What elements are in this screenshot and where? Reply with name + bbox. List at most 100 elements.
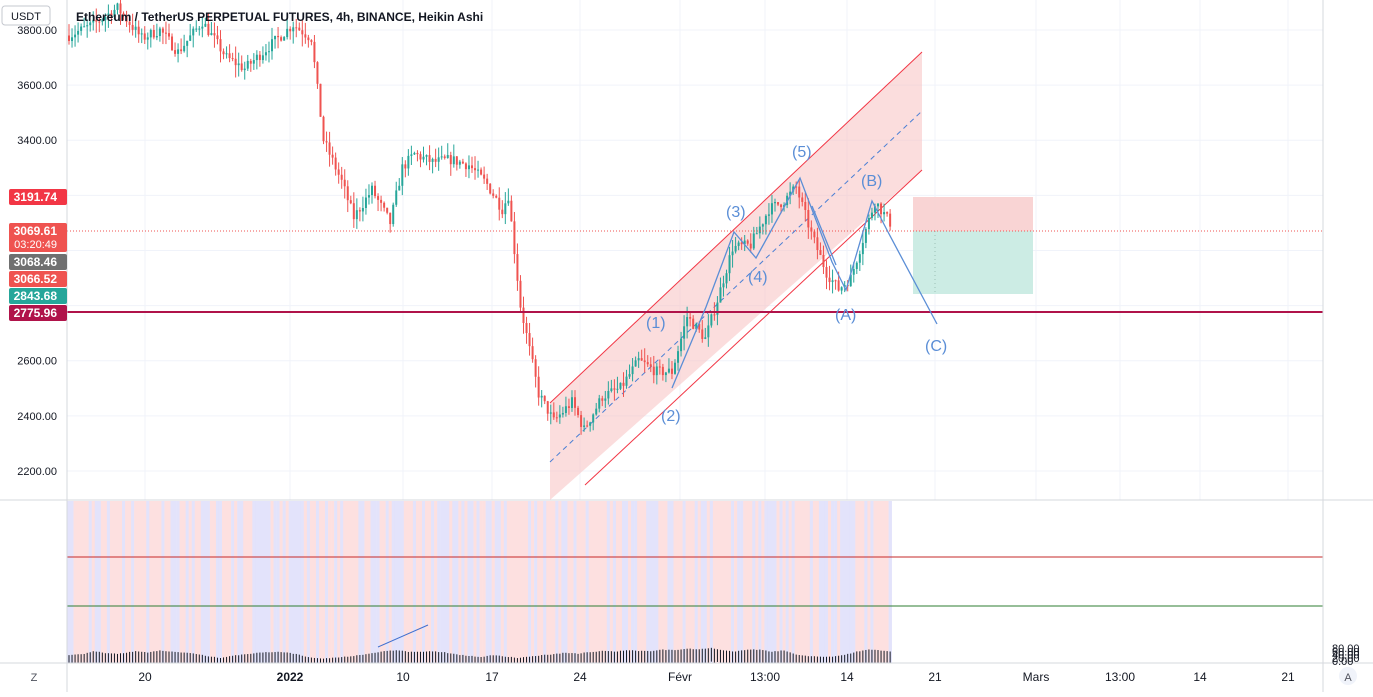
rsi-bg-stripe [373,501,377,663]
rsi-bg-stripe [679,501,683,663]
channel-mid-line[interactable] [549,110,923,463]
rsi-bg-stripe [567,501,571,663]
price-tick-label: 2600.00 [17,356,57,368]
candle-body [613,388,616,390]
candle-body [371,185,373,196]
candle-body [310,40,313,42]
rsi-bg-stripe [861,501,865,663]
zoom-left-button[interactable]: Z [31,672,38,684]
auto-scale-button[interactable]: A [1344,672,1352,684]
candle-body [249,60,252,64]
rsi-bg-stripe [843,501,847,663]
candle-body [334,157,337,170]
time-axis[interactable]: 20 2022 10 17 24 Févr 13:00 14 21 Mars 13:00 14 21 [138,670,1295,684]
candle-body [670,368,673,374]
rsi-bg-stripe [446,501,450,663]
target-zone[interactable] [913,231,1033,294]
candle-body [313,41,316,63]
candle-body [622,382,625,386]
rsi-bg-stripe [167,501,171,663]
wave-label-a[interactable]: (A) [835,307,856,324]
candle-body [804,201,807,210]
currency-button[interactable] [1,5,51,26]
rsi-bg-stripe [658,501,662,663]
rsi-bg-stripe [855,501,859,663]
rsi-bg-stripe [561,501,565,663]
candle-body [792,186,795,192]
rsi-bg-stripe [170,501,174,663]
elliott-wave-path[interactable] [671,176,938,389]
rsi-bg-stripe [391,501,396,663]
candle-body [331,154,334,158]
price-tick-label: 3600.00 [17,80,57,92]
candle-body [498,197,501,210]
candle-body [834,280,837,282]
price-channel[interactable] [550,52,922,500]
price-badge-value: 2775.96 [14,306,58,320]
candle-body [628,374,631,377]
candle-body [455,156,458,165]
rsi-bg-stripe [67,501,71,663]
wave-label-3[interactable]: (3) [726,204,746,221]
candle-body [361,207,364,212]
candle-body [640,358,643,361]
candle-body [189,35,192,41]
rsi-bg-stripe [215,501,220,663]
candle-body [637,358,640,361]
rsi-bg-stripe [100,501,105,663]
candle-body [267,51,270,53]
rsi-tick-label: 60.00 [1332,646,1360,658]
candle-body [289,28,292,32]
price-axis[interactable]: 3800.00 3600.00 3400.00 2600.00 2400.00 2200.… [17,25,57,478]
candle-body [746,240,749,244]
auto-scale-button-bg[interactable] [1339,667,1357,685]
candle-body [822,254,825,268]
rsi-bg-stripe [540,501,544,663]
candle-body [634,360,637,367]
rsi-bg-stripe [782,501,786,663]
wave-label-c[interactable]: (C) [925,338,947,355]
candle-body [155,36,158,38]
candle-body [128,21,131,25]
wave-projection-line[interactable] [811,205,837,266]
wave-label-b[interactable]: (B) [861,173,882,190]
wave-label-5[interactable]: (5) [792,144,812,161]
candle-body [461,161,464,164]
candle-body [710,314,713,326]
candle-body [828,277,831,283]
channel-upper-line[interactable] [549,51,923,404]
rsi-bg-stripe [379,501,383,663]
rsi-bg-stripe [209,501,214,663]
rsi-bg-stripe [794,501,799,663]
wave-label-2[interactable]: (2) [661,408,681,425]
rsi-trend-line[interactable] [377,624,429,648]
candle-body [567,406,570,408]
rsi-bg-stripe [661,501,665,663]
candle-body [422,156,425,160]
rsi-bg-stripe [885,501,889,663]
candle-body [134,26,137,30]
candle-body [707,325,710,338]
rsi-bg-stripe [521,501,526,663]
wave-label-4[interactable]: (4) [748,269,768,286]
candle-body [352,203,355,220]
rsi-bg-stripe [779,501,783,663]
wave-label-1[interactable]: (1) [646,315,666,332]
candle-body [867,217,870,230]
rsi-bg-stripe [776,501,780,663]
rsi-bg-stripe [267,501,271,663]
candle-body [483,174,486,179]
candles-group[interactable] [68,0,892,435]
candle-body [255,54,258,61]
rsi-bg-stripe [873,501,877,663]
stop-loss-zone[interactable] [913,197,1033,231]
rsi-bg-stripe [846,501,850,663]
rsi-bg-stripe [128,501,132,663]
rsi-bg-stripe [222,501,226,663]
candle-body [704,337,707,339]
candle-body [667,368,670,373]
rsi-bg-stripe [328,501,332,663]
candle-body [743,240,746,245]
